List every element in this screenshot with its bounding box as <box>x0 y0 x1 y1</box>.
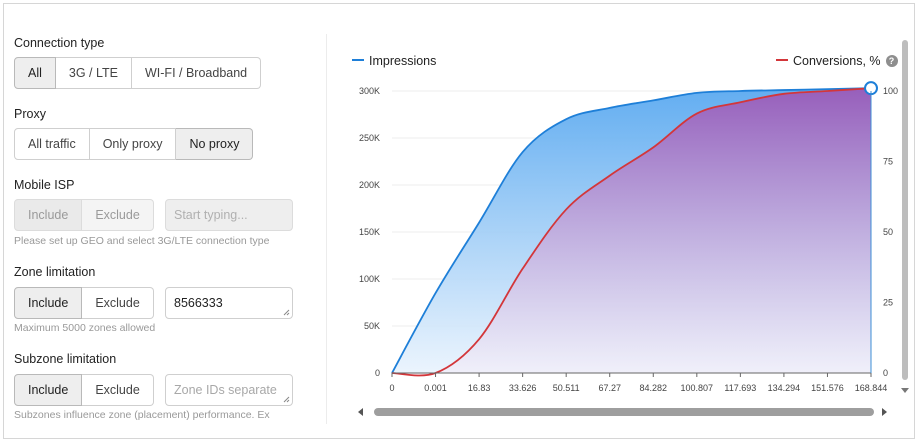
proxy-title: Proxy <box>14 107 46 121</box>
connection-type-all-button[interactable]: All <box>14 57 56 89</box>
conversions-swatch <box>776 58 788 61</box>
x-tick-label: 100.807 <box>681 383 714 393</box>
traffic-targeting-panel: Connection type All 3G / LTE WI-FI / Bro… <box>3 3 915 439</box>
y-left-tick-label: 300K <box>359 86 380 96</box>
scroll-right-arrow-icon[interactable] <box>882 408 887 416</box>
x-tick-label: 84.282 <box>640 383 668 393</box>
targeting-settings: Connection type All 3G / LTE WI-FI / Bro… <box>14 4 314 424</box>
subzone-limitation-selector: Include Exclude <box>14 374 154 406</box>
y-left-tick-label: 150K <box>359 227 380 237</box>
y-left-tick-label: 200K <box>359 180 380 190</box>
x-tick-label: 16.83 <box>468 383 491 393</box>
connection-type-title: Connection type <box>14 36 105 50</box>
subzone-ids-placeholder: Zone IDs separate <box>174 383 277 397</box>
zone-limitation-selector: Include Exclude <box>14 287 154 319</box>
y-left-tick-label: 50K <box>364 321 380 331</box>
y-right-tick-label: 100 <box>883 86 898 96</box>
proxy-only-proxy-button[interactable]: Only proxy <box>89 128 177 160</box>
zone-include-button[interactable]: Include <box>14 287 83 319</box>
impressions-swatch <box>352 58 364 61</box>
mobile-isp-title: Mobile ISP <box>14 178 75 192</box>
y-right-tick-label: 25 <box>883 298 893 308</box>
impressions-conversions-chart: 0 50K 100K 150K 200K 250K 300K 0 25 50 75 100 0 0.001… <box>359 81 898 393</box>
subzone-limitation-hint: Subzones influence zone (placement) perf… <box>14 409 270 421</box>
chart-areas <box>392 88 871 376</box>
connection-type-3g-lte-button[interactable]: 3G / LTE <box>55 57 132 89</box>
subzone-exclude-button[interactable]: Exclude <box>82 374 154 406</box>
mobile-isp-include-button[interactable]: Include <box>14 199 83 231</box>
mobile-isp-hint: Please set up GEO and select 3G/LTE conn… <box>14 235 270 247</box>
legend-conversions[interactable]: Conversions, %? <box>776 54 898 68</box>
x-tick-label: 33.626 <box>509 383 537 393</box>
y-left-tick-label: 250K <box>359 133 380 143</box>
vertical-scrollbar[interactable] <box>900 32 910 400</box>
y-right-tick-label: 0 <box>883 368 888 378</box>
x-tick-label: 168.844 <box>855 383 888 393</box>
subzone-include-button[interactable]: Include <box>14 374 83 406</box>
mobile-isp-input[interactable]: Start typing... <box>165 199 293 231</box>
resize-grip-icon[interactable] <box>283 309 290 316</box>
panel-divider <box>326 34 327 424</box>
y-left-tick-label: 0 <box>375 368 380 378</box>
legend-impressions[interactable]: Impressions <box>352 54 436 68</box>
legend-impressions-label: Impressions <box>369 54 437 68</box>
horizontal-scrollbar[interactable] <box>356 406 892 418</box>
connection-type-wifi-broadband-button[interactable]: WI-FI / Broadband <box>132 57 262 89</box>
mobile-isp-selector: Include Exclude <box>14 199 154 231</box>
x-tick-label: 50.511 <box>553 383 580 393</box>
impressions-line <box>391 87 872 374</box>
legend-conversions-label: Conversions, % <box>793 54 881 68</box>
x-tick-label: 0.001 <box>424 383 447 393</box>
conversions-line <box>391 87 872 377</box>
subzone-limitation-title: Subzone limitation <box>14 352 117 366</box>
connection-type-selector: All 3G / LTE WI-FI / Broadband <box>14 57 262 89</box>
zone-ids-value: 8566333 <box>174 296 223 310</box>
horizontal-scroll-thumb[interactable] <box>374 408 874 416</box>
resize-grip-icon[interactable] <box>283 396 290 403</box>
help-icon[interactable]: ? <box>885 55 898 67</box>
conversions-area <box>392 88 871 376</box>
chart-axes: 0 50K 100K 150K 200K 250K 300K 0 25 50 75 100 0 0.001… <box>359 86 898 393</box>
proxy-selector: All traffic Only proxy No proxy <box>14 128 254 160</box>
zone-ids-input[interactable]: 8566333 <box>165 287 293 319</box>
y-right-tick-label: 75 <box>883 157 893 167</box>
proxy-no-proxy-button[interactable]: No proxy <box>176 128 254 160</box>
mobile-isp-exclude-button[interactable]: Exclude <box>82 199 154 231</box>
x-tick-label: 117.693 <box>724 383 756 393</box>
x-tick-label: 151.576 <box>811 383 844 393</box>
y-right-tick-label: 50 <box>883 227 893 237</box>
scroll-down-arrow-icon[interactable] <box>901 388 909 393</box>
proxy-all-traffic-button[interactable]: All traffic <box>14 128 90 160</box>
zone-limitation-title: Zone limitation <box>14 265 96 279</box>
x-tick-label: 134.294 <box>768 383 801 393</box>
subzone-ids-input[interactable]: Zone IDs separate <box>165 374 293 406</box>
zone-exclude-button[interactable]: Exclude <box>82 287 154 319</box>
zone-limitation-hint: Maximum 5000 zones allowed <box>14 322 156 334</box>
x-tick-label: 0 <box>389 383 394 393</box>
y-left-tick-label: 100K <box>359 274 380 284</box>
scroll-left-arrow-icon[interactable] <box>358 408 363 416</box>
vertical-scroll-thumb[interactable] <box>902 40 908 380</box>
x-tick-label: 67.27 <box>598 383 621 393</box>
